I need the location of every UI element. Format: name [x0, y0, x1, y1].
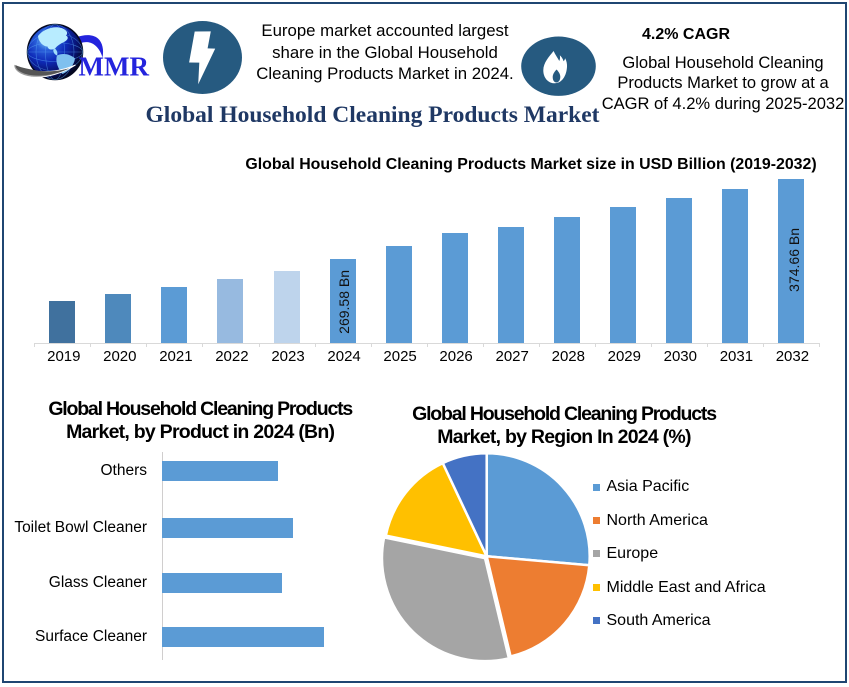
svg-text:MMR: MMR [79, 52, 150, 82]
